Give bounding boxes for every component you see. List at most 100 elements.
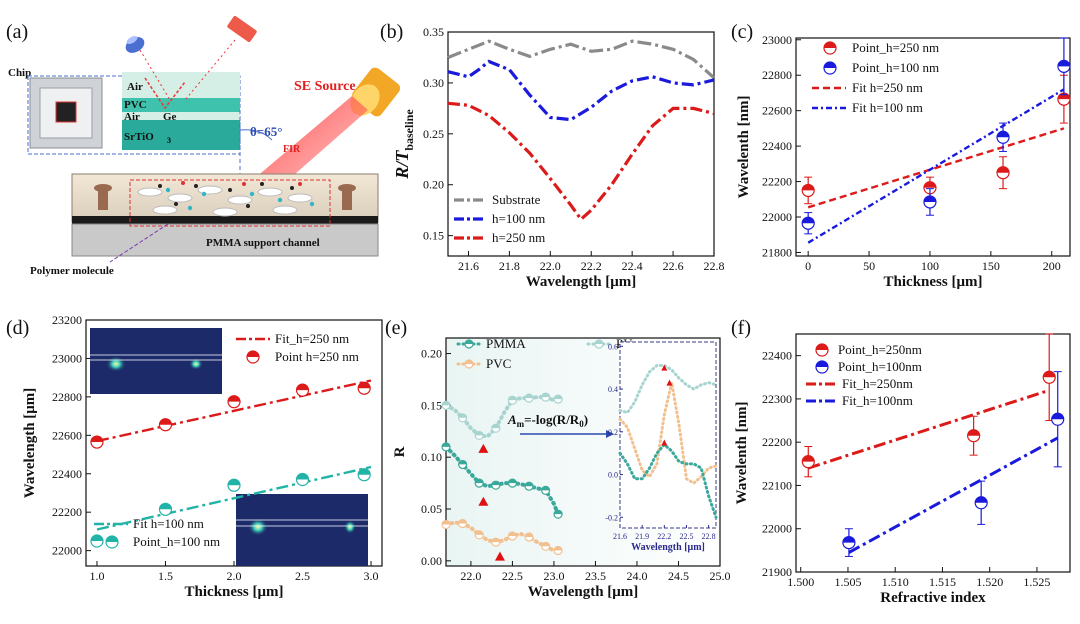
point-c-0	[997, 166, 1010, 173]
y-tick-label-c: 22000	[762, 210, 792, 224]
x-tick-label-c: 50	[863, 259, 875, 273]
point-e-2	[475, 530, 484, 535]
point-d-1	[90, 535, 103, 542]
point-c-0	[802, 184, 815, 191]
x-tick-label-c: 150	[982, 259, 1000, 273]
x-tick-label-b: 21.6	[458, 259, 479, 273]
x-tick-label-d: 2.0	[227, 569, 242, 583]
x-tick-label-f: 1.500	[787, 575, 814, 589]
x-tick-label-e: 23.5	[585, 569, 606, 583]
fit-line-f-0	[807, 388, 1050, 470]
minimum-marker-e	[494, 551, 505, 561]
legend-label-c-1: Point_h=100 nm	[852, 60, 939, 75]
y-axis-title-e: R	[392, 446, 408, 457]
fit-line-f-1	[848, 436, 1059, 554]
y-axis-title-main: R/T	[392, 150, 412, 180]
polymer-pointer	[109, 223, 169, 263]
point-d-0	[296, 384, 309, 391]
layer-pvc	[122, 98, 240, 112]
x-tick-label-b: 22.2	[581, 259, 602, 273]
panel-a-label: (a)	[6, 21, 28, 43]
laser-icon	[227, 16, 257, 42]
layer-air-label: Air	[127, 81, 143, 93]
x-tick-label-f: 1.520	[976, 575, 1003, 589]
y-tick-label-b: 0.30	[423, 76, 444, 90]
legend-marker-d-0	[247, 351, 259, 357]
fit-line-d-0	[96, 379, 372, 443]
x-tick-label-d: 1.0	[89, 569, 104, 583]
point-f-1	[1051, 413, 1064, 420]
x-axis-title-e: Wavelength [μm]	[528, 584, 639, 600]
y-tick-label-d: 22400	[52, 467, 82, 481]
inset-x-tick-label: 21.6	[613, 532, 627, 541]
point-d-1	[358, 468, 371, 475]
x-tick-label-b: 22.6	[663, 259, 684, 273]
point-d-0	[358, 382, 371, 389]
y-tick-label-f: 21900	[762, 565, 792, 579]
minimum-marker-e	[478, 443, 489, 453]
point-d-1	[159, 503, 172, 510]
legend-label-e-0: PMMA	[486, 336, 526, 351]
point-e-1	[554, 395, 563, 400]
y-tick-label-b: 0.35	[423, 25, 444, 39]
legend-label-f-fit-1: Fit_h=100nm	[842, 393, 913, 408]
fir-beam	[248, 96, 368, 196]
chart-f: 1.500 1.505 1.510 1.515 1.520 1.525 21900 22000…	[734, 333, 1071, 606]
x-tick-label-e: 22.5	[502, 569, 523, 583]
angle-arc	[239, 129, 273, 141]
legend-marker-f-1	[816, 361, 828, 367]
legend-label-d-fit-0: Fit_h=250 nm	[275, 331, 349, 346]
series-line-b-0	[447, 39, 716, 79]
y-tick-label-e: 0.00	[421, 554, 442, 568]
legend-label-b-1: h=100 nm	[492, 211, 545, 226]
layer-pvc-label: PVC	[124, 99, 147, 111]
panel-c-label: (c)	[731, 21, 753, 43]
inset-minimum-marker	[661, 364, 668, 371]
legend-marker-e-0	[465, 340, 473, 344]
y-tick-label-d: 22200	[52, 505, 82, 519]
legend-marker-c-1	[824, 62, 836, 68]
equation-part: )	[584, 412, 588, 427]
x-tick-label-c: 0	[805, 259, 811, 273]
inset-y-tick-label: 0.0	[608, 471, 618, 480]
y-tick-label-e: 0.20	[421, 347, 442, 361]
y-tick-label-c: 21800	[762, 245, 792, 259]
layer-srtio3	[122, 120, 240, 150]
inset-y-tick-label: 0.6	[608, 342, 618, 351]
plot-frame-f	[795, 333, 1071, 573]
y-axis-title-f: Wavelenth [nm]	[734, 402, 750, 505]
y-tick-label-e: 0.05	[421, 502, 442, 516]
fit-line-c-0	[807, 127, 1065, 209]
x-tick-label-c: 100	[921, 259, 939, 273]
point-e-0	[508, 479, 517, 484]
x-tick-label-e: 24.0	[626, 569, 647, 583]
point-e-0	[458, 460, 467, 465]
point-e-1	[525, 394, 534, 399]
equation-part: A	[507, 412, 517, 427]
y-tick-label-c: 22800	[762, 68, 792, 82]
point-f-0	[802, 455, 815, 462]
series-line-b-1	[447, 59, 715, 122]
point-d-1	[228, 479, 240, 486]
y-axis-title-b: R/Tbaseline	[392, 109, 416, 180]
plot-frame-b	[447, 31, 715, 257]
inset-y-tick-label: -0.2	[605, 513, 618, 522]
point-e-0	[554, 510, 563, 515]
point-f-1	[975, 496, 988, 503]
y-tick-label-c: 22400	[762, 139, 792, 153]
x-tick-label-c: 200	[1043, 259, 1061, 273]
point-e-0	[525, 482, 534, 487]
inset-minimum-marker	[661, 439, 668, 446]
panel-d-label: (d)	[6, 317, 29, 339]
legend-label-c-0: Point_h=250 nm	[852, 40, 939, 55]
panel-e-label: (e)	[385, 317, 407, 339]
point-d-0	[159, 418, 172, 425]
legend-marker-e-2	[465, 360, 473, 364]
panel-a: (a) Chip Air PVC Air Ge SrTiO 3	[6, 16, 401, 277]
point-e-1	[458, 413, 467, 418]
chart-e: 22.0 22.5 23.0 23.5 24.0 24.5 25.00.000.050.10…	[392, 336, 731, 600]
legend-label-b-2: h=250 nm	[492, 230, 545, 245]
x-tick-label-e: 23.0	[543, 569, 564, 583]
x-tick-label-f: 1.525	[1023, 575, 1050, 589]
y-axis-title-d: Wavelength [μm]	[22, 388, 38, 499]
